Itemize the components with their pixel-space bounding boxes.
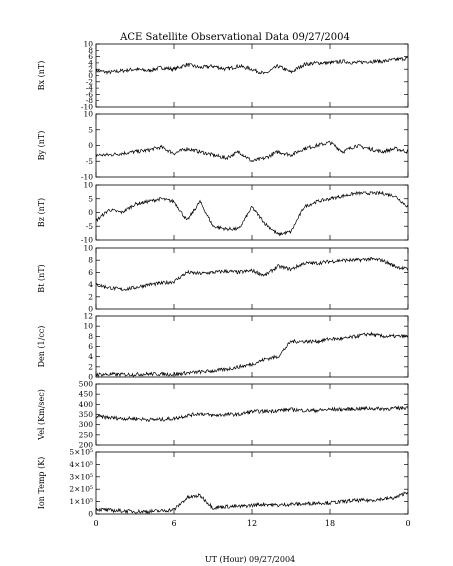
- y-tick-label: 5: [88, 125, 93, 134]
- y-tick-label: 0: [88, 208, 93, 217]
- y-tick-label: 2: [88, 292, 93, 301]
- chart-title: ACE Satellite Observational Data 09/27/2…: [119, 32, 350, 43]
- panel-frame: [95, 247, 409, 310]
- y-tick-label: 4×10⁵: [69, 460, 93, 469]
- panel-frame: [95, 184, 409, 241]
- y-tick-label: 400: [79, 400, 94, 409]
- y-tick-label: 3×10⁵: [69, 472, 93, 481]
- y-tick-label: 12: [83, 312, 93, 321]
- y-tick-label: 350: [79, 410, 94, 419]
- y-tick-label: 2×10⁵: [69, 485, 93, 494]
- y-axis-label: Ion Temp (K): [37, 457, 46, 510]
- series-line: [95, 190, 409, 237]
- series-line: [95, 256, 409, 292]
- y-tick-label: -6: [86, 90, 94, 99]
- x-tick-label: 0: [405, 519, 410, 528]
- y-tick-label: 10: [83, 110, 93, 119]
- y-tick-label: 5: [88, 194, 93, 203]
- x-tick-label: 6: [171, 519, 176, 528]
- panel-frame: [95, 43, 409, 108]
- y-tick-label: 5×10⁵: [69, 448, 93, 457]
- series-line: [95, 56, 409, 76]
- y-tick-label: -8: [86, 96, 94, 105]
- y-tick-label: 8: [88, 46, 93, 55]
- series-line: [95, 491, 409, 515]
- y-tick-label: 8: [88, 332, 93, 341]
- y-tick-label: 0: [88, 510, 93, 519]
- y-tick-label: 10: [83, 244, 93, 253]
- y-axis-label: Bx (nT): [37, 61, 46, 91]
- y-tick-label: -2: [86, 77, 94, 86]
- y-tick-label: 250: [79, 430, 94, 439]
- y-tick-label: 0: [88, 71, 93, 80]
- series-line: [95, 405, 409, 422]
- series-line: [95, 331, 409, 378]
- y-tick-label: 2: [88, 65, 93, 74]
- y-tick-label: 10: [83, 40, 93, 49]
- y-tick-label: 4: [88, 58, 93, 67]
- y-axis-label: Bz (nT): [37, 198, 46, 227]
- panels: Bx (nT) 10 6 2 -2 -6 -10 8 4 0 -4 -8 By (nT) 10 5 0 -5 -1…: [37, 40, 411, 529]
- y-tick-label: 0: [88, 373, 93, 382]
- y-tick-label: -10: [81, 236, 93, 245]
- y-tick-label: 450: [79, 390, 94, 399]
- panel-frame: [95, 383, 409, 446]
- y-tick-label: 6: [88, 52, 93, 61]
- y-tick-label: -5: [86, 222, 94, 231]
- y-tick-label: 200: [79, 441, 94, 450]
- y-tick-label: 1×10⁵: [69, 497, 93, 506]
- x-tick-label: 0: [93, 519, 98, 528]
- panel-frame: [95, 315, 409, 378]
- y-axis-label: Vel (Km/sec): [37, 389, 46, 441]
- x-tick-label: 18: [325, 519, 335, 528]
- y-tick-label: -10: [81, 173, 93, 182]
- y-axis-label: Den (1/cc): [37, 326, 46, 368]
- series-line: [95, 140, 409, 163]
- y-axis-label: Bt (nT): [37, 264, 46, 292]
- y-tick-label: 6: [88, 342, 93, 351]
- y-tick-label: 6: [88, 268, 93, 277]
- y-tick-label: 0: [88, 141, 93, 150]
- y-tick-label: -10: [81, 103, 93, 112]
- x-tick-label: 12: [247, 519, 257, 528]
- y-tick-label: 4: [88, 280, 93, 289]
- y-tick-label: 0: [88, 305, 93, 314]
- y-tick-label: 2: [88, 362, 93, 371]
- x-axis-label: UT (Hour) 09/27/2004: [205, 555, 295, 564]
- y-axis-label: By (nT): [37, 131, 46, 161]
- y-tick-label: 10: [83, 181, 93, 190]
- y-tick-label: -4: [86, 84, 94, 93]
- y-tick-label: 300: [79, 420, 94, 429]
- y-tick-label: 8: [88, 256, 93, 265]
- y-tick-label: 500: [79, 380, 94, 389]
- y-tick-label: 10: [83, 322, 93, 331]
- y-tick-label: -5: [86, 157, 94, 166]
- y-tick-label: 4: [88, 352, 93, 361]
